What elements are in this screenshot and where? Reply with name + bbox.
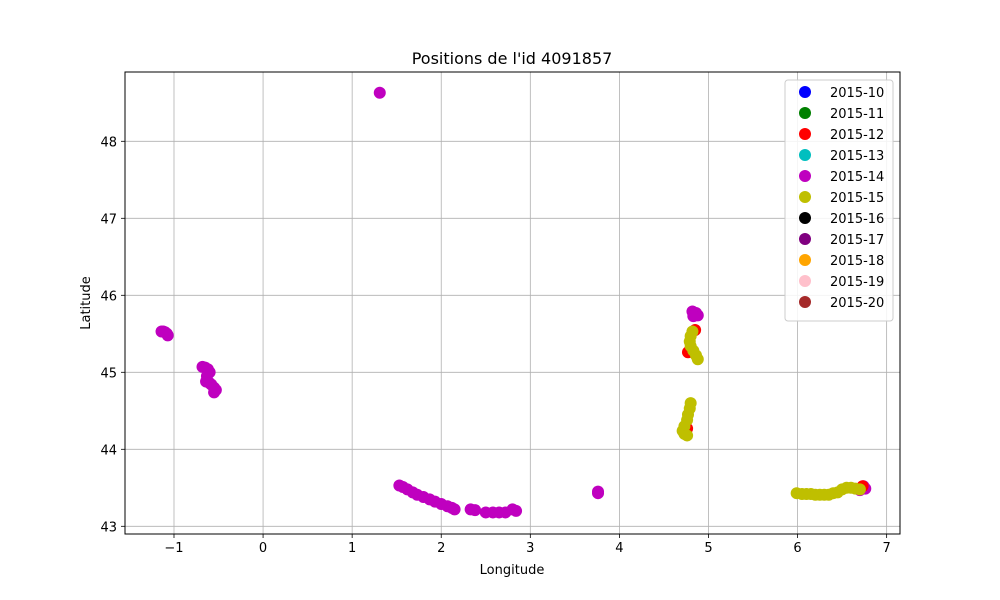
- x-tick-label: 6: [793, 541, 801, 556]
- point-2015-14: [592, 485, 605, 498]
- legend-label: 2015-13: [830, 149, 884, 164]
- x-axis-label: Longitude: [480, 563, 545, 578]
- x-tick-label: −1: [164, 541, 183, 556]
- legend-label: 2015-19: [830, 275, 884, 290]
- point-2015-14: [161, 329, 174, 342]
- legend-label: 2015-12: [830, 128, 884, 143]
- point-2015-14: [687, 310, 700, 323]
- y-tick-label: 45: [100, 366, 117, 381]
- legend-label: 2015-10: [830, 86, 884, 101]
- y-tick-label: 46: [100, 289, 117, 304]
- x-tick-label: 3: [526, 541, 534, 556]
- data-points: [155, 86, 872, 519]
- y-axis-label: Latitude: [79, 276, 94, 330]
- point-2015-14: [510, 504, 523, 517]
- x-tick-label: 2: [437, 541, 445, 556]
- y-tick-label: 47: [100, 212, 117, 227]
- legend-marker: [799, 233, 811, 245]
- legend-marker: [799, 107, 811, 119]
- point-2015-14: [208, 386, 221, 399]
- y-tick-label: 44: [100, 443, 117, 458]
- point-2015-15: [681, 429, 694, 442]
- legend-marker: [799, 212, 811, 224]
- x-tick-label: 4: [615, 541, 623, 556]
- x-tick-label: 7: [882, 541, 890, 556]
- legend-label: 2015-16: [830, 212, 884, 227]
- legend-marker: [799, 275, 811, 287]
- point-2015-15: [853, 483, 866, 496]
- x-axis-ticks: −1 0 1 2 3 4 5 6 7: [164, 534, 891, 556]
- legend-label: 2015-17: [830, 233, 884, 248]
- y-tick-label: 43: [100, 520, 117, 535]
- chart-title: Positions de l'id 4091857: [412, 49, 613, 68]
- x-tick-label: 5: [704, 541, 712, 556]
- legend-marker: [799, 191, 811, 203]
- legend-marker: [799, 128, 811, 140]
- legend-marker: [799, 296, 811, 308]
- legend-marker: [799, 149, 811, 161]
- y-axis-ticks: 43 44 45 46 47 48: [100, 135, 125, 535]
- point-2015-14: [469, 504, 482, 517]
- legend: 2015-10 2015-11 2015-12 2015-13 2015-14 2015-…: [784, 79, 894, 322]
- legend-box: [784, 79, 894, 322]
- legend-label: 2015-11: [830, 107, 884, 122]
- legend-label: 2015-18: [830, 254, 884, 269]
- y-tick-label: 48: [100, 135, 117, 150]
- legend-label: 2015-14: [830, 170, 884, 185]
- point-2015-14: [448, 503, 461, 516]
- legend-label: 2015-15: [830, 191, 884, 206]
- point-2015-14: [373, 86, 386, 99]
- point-2015-15: [691, 353, 704, 366]
- x-tick-label: 0: [259, 541, 267, 556]
- plot-frame: [124, 71, 901, 535]
- legend-marker: [799, 170, 811, 182]
- legend-label: 2015-20: [830, 296, 884, 311]
- legend-marker: [799, 86, 811, 98]
- legend-marker: [799, 254, 811, 266]
- x-tick-label: 1: [348, 541, 356, 556]
